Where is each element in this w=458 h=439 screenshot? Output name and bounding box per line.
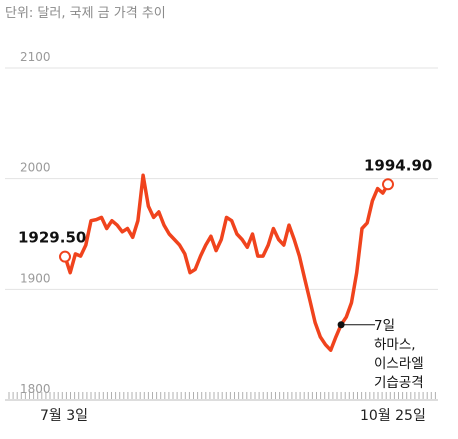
y-tick-2100: 2100 [20,50,51,64]
y-tick-2000: 2000 [20,161,51,175]
unit-note: 단위: 달러, 국제 금 가격 추이 [5,6,166,21]
annotation-dot [337,321,345,329]
x-tick-label-end: 10월 25일 [360,408,426,424]
x-tick-label-start: 7월 3일 [40,408,88,424]
point-label-0: 1929.50 [18,229,86,247]
point-label-1: 1994.90 [364,156,432,174]
y-axis-ticks: 2100 2000 1900 1800 [20,50,51,396]
markers [59,178,394,263]
x-axis: 7월 3일 10월 25일 [8,392,436,424]
point-marker-0 [59,250,71,263]
annotation-line-2: 이스라엘 [374,356,424,372]
point-marker-1 [382,178,394,191]
annotation-line-3: 기습공격 [374,375,424,391]
grid [5,67,438,401]
annotation-line-1: 하마스, [374,337,416,353]
y-tick-1900: 1900 [20,271,51,285]
y-tick-1800: 1800 [20,382,51,396]
point-labels: 1929.50 1994.90 [18,156,432,246]
series-line [63,173,390,352]
annotation-line-0: 7일 [374,318,395,334]
